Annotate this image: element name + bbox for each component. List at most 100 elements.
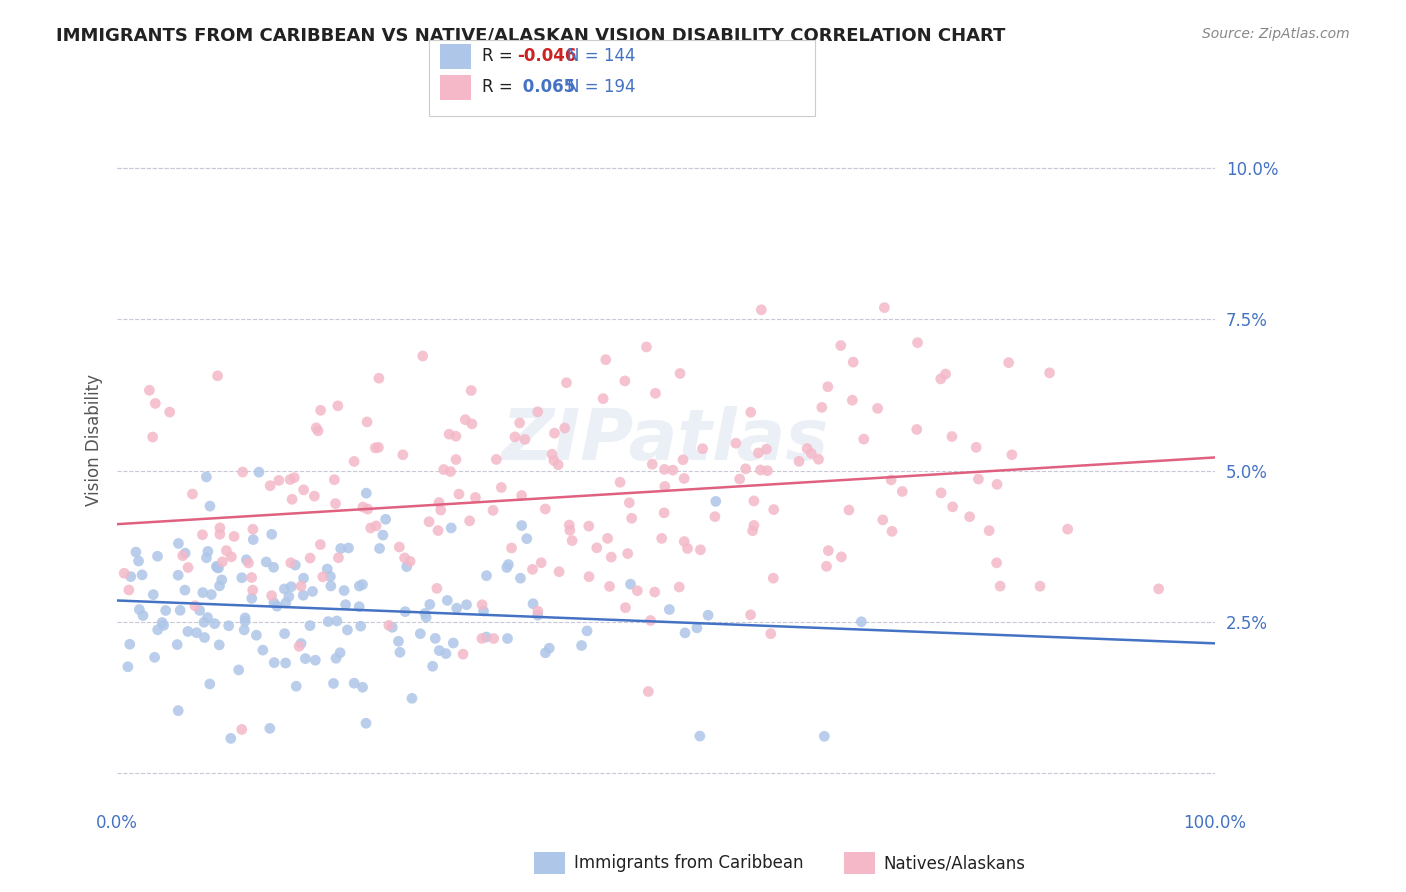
Point <box>446 601 468 615</box>
Point <box>198 677 221 691</box>
Point <box>636 340 658 354</box>
Point <box>513 433 536 447</box>
Point <box>1147 582 1170 596</box>
Point <box>509 416 531 430</box>
Point <box>616 547 638 561</box>
Point <box>298 618 321 632</box>
Point <box>614 600 637 615</box>
Point <box>211 573 233 587</box>
Point <box>360 521 382 535</box>
Point <box>749 302 772 317</box>
Point <box>364 441 387 455</box>
Point <box>233 614 256 628</box>
Point <box>352 680 374 694</box>
Point <box>347 599 370 614</box>
Text: N = 194: N = 194 <box>567 78 636 96</box>
Point <box>278 473 301 487</box>
Point <box>143 396 166 410</box>
Point <box>242 583 264 598</box>
Point <box>186 625 208 640</box>
Point <box>510 488 533 502</box>
Point <box>516 532 538 546</box>
Point <box>418 515 440 529</box>
Point <box>193 615 215 630</box>
Point <box>208 527 231 541</box>
Point <box>322 676 344 690</box>
Point <box>207 561 229 575</box>
Point <box>644 585 666 599</box>
Point <box>232 465 254 479</box>
Point <box>425 632 447 646</box>
Text: Natives/Alaskans: Natives/Alaskans <box>883 855 1025 872</box>
Point <box>155 603 177 617</box>
Point <box>637 684 659 698</box>
Point <box>935 367 957 381</box>
Point <box>146 549 169 564</box>
Y-axis label: Vision Disability: Vision Disability <box>86 375 103 507</box>
Point <box>409 626 432 640</box>
Text: -0.046: -0.046 <box>517 47 576 65</box>
Point <box>329 541 352 556</box>
Point <box>290 636 312 650</box>
Point <box>496 632 519 646</box>
Point <box>294 651 316 665</box>
Point <box>741 524 763 538</box>
Point <box>444 429 467 443</box>
Point <box>263 656 285 670</box>
Point <box>626 583 648 598</box>
Point <box>167 704 190 718</box>
Point <box>458 514 481 528</box>
Point <box>997 356 1019 370</box>
Point <box>495 560 517 574</box>
Point <box>159 405 181 419</box>
Point <box>543 426 565 441</box>
Point <box>454 412 477 426</box>
Point <box>191 528 214 542</box>
Point <box>215 543 238 558</box>
Point <box>967 472 990 486</box>
Point <box>146 623 169 637</box>
Point <box>288 640 311 654</box>
Point <box>734 462 756 476</box>
Point <box>429 503 451 517</box>
Point <box>207 368 229 383</box>
Point <box>336 623 359 637</box>
Point <box>509 571 531 585</box>
Point <box>530 556 553 570</box>
Point <box>852 432 875 446</box>
Point <box>434 647 457 661</box>
Point <box>231 571 253 585</box>
Point <box>988 579 1011 593</box>
Point <box>437 427 460 442</box>
Point <box>672 452 695 467</box>
Point <box>337 541 360 555</box>
Point <box>929 486 952 500</box>
Point <box>585 541 607 555</box>
Point <box>325 651 347 665</box>
Point <box>167 568 190 582</box>
Point <box>343 676 366 690</box>
Point <box>316 615 339 629</box>
Point <box>413 607 436 621</box>
Point <box>451 647 474 661</box>
Point <box>555 376 578 390</box>
Point <box>704 509 727 524</box>
Point <box>254 555 277 569</box>
Point <box>558 518 581 533</box>
Point <box>319 579 342 593</box>
Point <box>292 483 315 497</box>
Point <box>307 424 329 438</box>
Point <box>197 610 219 624</box>
Point <box>319 569 342 583</box>
Point <box>366 519 388 533</box>
Point <box>986 556 1008 570</box>
Point <box>673 625 696 640</box>
Point <box>472 604 495 618</box>
Point <box>554 421 576 435</box>
Point <box>260 527 283 541</box>
Point <box>312 570 335 584</box>
Point <box>309 538 332 552</box>
Point <box>491 480 513 494</box>
Point <box>444 452 467 467</box>
Point <box>335 598 357 612</box>
